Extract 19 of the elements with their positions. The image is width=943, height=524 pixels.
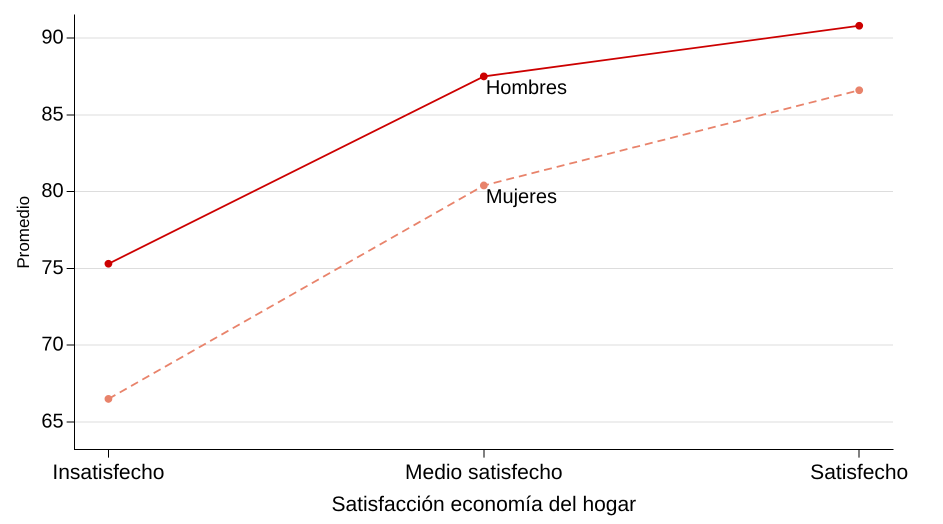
point — [104, 395, 112, 403]
x-tick-label: Insatisfecho — [52, 460, 164, 484]
y-tick-label: 65 — [41, 410, 64, 432]
x-tick-label: Medio satisfecho — [405, 460, 563, 484]
point — [480, 72, 488, 80]
x-axis-title: Satisfacción economía del hogar — [331, 493, 636, 516]
point — [855, 22, 864, 30]
y-tick-label: 70 — [41, 334, 64, 356]
x-tick-label: Satisfecho — [810, 460, 908, 484]
series-label: Hombres — [486, 76, 567, 99]
point — [480, 182, 488, 190]
y-tick-label: 80 — [41, 180, 64, 202]
y-tick-label: 90 — [41, 26, 64, 49]
y-tick-label: 75 — [41, 256, 64, 279]
point — [855, 86, 864, 94]
series-label: Mujeres — [486, 186, 557, 208]
point — [104, 260, 112, 268]
y-axis-title: Promedio — [14, 196, 33, 269]
y-tick-label: 85 — [41, 103, 64, 126]
